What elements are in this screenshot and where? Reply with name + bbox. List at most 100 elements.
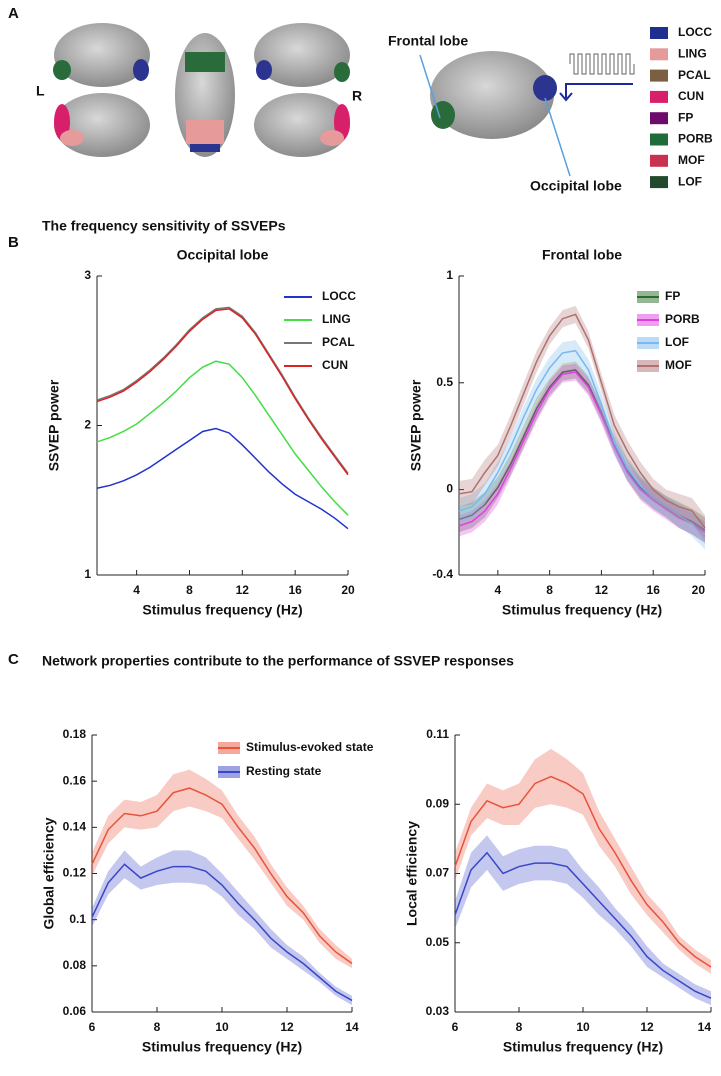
y-tick-label: 0.06	[63, 1004, 87, 1018]
x-tick-label: 6	[452, 1020, 459, 1034]
legend-label: FP	[665, 289, 680, 303]
y-tick-label: 3	[84, 268, 91, 282]
legend-label: FP	[678, 110, 693, 124]
x-axis-label: Stimulus frequency (Hz)	[503, 1039, 663, 1055]
series-line	[458, 349, 706, 538]
chart-title: Occipital lobe	[177, 247, 269, 263]
legend-swatch	[650, 48, 668, 61]
x-tick-label: 12	[236, 583, 250, 597]
x-tick-label: 10	[215, 1020, 229, 1034]
x-tick-label: 4	[494, 583, 501, 597]
chart-title: Frontal lobe	[542, 247, 622, 263]
legend-swatch	[650, 112, 668, 125]
legend-label: PCAL	[678, 68, 711, 82]
series-line	[96, 308, 349, 476]
y-tick-label: 0.07	[426, 866, 450, 880]
frontal-label: Frontal lobe	[388, 33, 468, 49]
x-tick-label: 8	[154, 1020, 161, 1034]
x-tick-label: 20	[341, 583, 355, 597]
y-tick-label: 0	[446, 482, 453, 496]
brain-views	[53, 23, 635, 177]
legend-swatch	[650, 176, 668, 189]
error-band	[459, 361, 705, 543]
x-tick-label: 20	[692, 583, 706, 597]
series-line	[96, 427, 349, 530]
y-axis-label: SSVEP power	[46, 379, 62, 471]
x-tick-label: 14	[345, 1020, 359, 1034]
y-tick-label: 1	[84, 567, 91, 581]
x-tick-label: 16	[288, 583, 302, 597]
x-tick-label: 8	[516, 1020, 523, 1034]
x-tick-label: 4	[133, 583, 140, 597]
x-tick-label: 8	[186, 583, 193, 597]
x-axis-label: Stimulus frequency (Hz)	[142, 1039, 302, 1055]
y-tick-label: 0.03	[426, 1004, 450, 1018]
y-tick-label: 0.18	[63, 727, 87, 741]
x-tick-label: 6	[89, 1020, 96, 1034]
legend-label: Stimulus-evoked state	[246, 740, 374, 754]
legend-label: MOF	[665, 358, 692, 372]
y-tick-label: 1	[446, 268, 453, 282]
error-band	[459, 305, 705, 541]
legend-label: LOF	[665, 335, 689, 349]
x-tick-label: 12	[640, 1020, 654, 1034]
legend-swatch	[650, 133, 668, 146]
x-tick-label: 12	[595, 583, 609, 597]
x-axis-label: Stimulus frequency (Hz)	[502, 602, 662, 618]
error-band	[459, 363, 705, 543]
occipital-label: Occipital lobe	[530, 178, 622, 194]
right-label: R	[352, 88, 362, 104]
y-tick-label: 0.16	[63, 773, 87, 787]
legend-swatch	[650, 27, 668, 39]
panel-title: Network properties contribute to the per…	[42, 653, 514, 669]
x-tick-label: 14	[698, 1020, 712, 1034]
y-axis-label: SSVEP power	[408, 379, 424, 471]
error-band	[455, 748, 711, 974]
legend-label: LING	[678, 46, 707, 60]
series-line	[96, 306, 349, 474]
x-tick-label: 10	[576, 1020, 590, 1034]
y-tick-label: 0.11	[426, 727, 449, 741]
panel-label: A	[8, 5, 19, 22]
panel-label: C	[8, 651, 19, 668]
y-axis-label: Global efficiency	[41, 817, 57, 929]
legend-label: LOCC	[322, 289, 356, 303]
error-band	[459, 340, 705, 550]
panel-label: B	[8, 234, 19, 251]
legend-swatch	[650, 69, 668, 82]
series-line	[91, 863, 353, 1002]
y-tick-label: 0.1	[69, 912, 86, 926]
x-tick-label: 12	[280, 1020, 294, 1034]
y-tick-label: 0.08	[63, 958, 87, 972]
y-tick-label: 0.12	[63, 866, 87, 880]
panel-title: The frequency sensitivity of SSVEPs	[42, 218, 286, 234]
y-tick-label: 0.14	[63, 820, 87, 834]
x-tick-label: 8	[546, 583, 553, 597]
legend-label: LING	[322, 312, 351, 326]
error-band	[455, 835, 711, 1006]
error-band	[92, 850, 352, 1006]
series-line	[454, 851, 712, 999]
y-tick-label: 2	[84, 418, 91, 432]
left-label: L	[36, 83, 45, 99]
series-line	[454, 775, 712, 968]
legend-label: LOF	[678, 174, 702, 188]
series-line	[458, 313, 706, 529]
y-tick-label: 0.09	[426, 796, 450, 810]
series-line	[91, 787, 353, 965]
error-band	[92, 769, 352, 969]
y-tick-label: 0.05	[426, 935, 450, 949]
x-axis-label: Stimulus frequency (Hz)	[142, 602, 302, 618]
y-axis-label: Local efficiency	[404, 821, 420, 926]
legend-label: Resting state	[246, 764, 322, 778]
legend-swatch	[650, 154, 668, 167]
legend-swatch	[650, 90, 668, 103]
series-line	[458, 371, 706, 533]
series-line	[96, 360, 349, 516]
legend-label: PORB	[678, 132, 713, 146]
y-tick-label: 0.5	[436, 375, 453, 389]
legend-label: CUN	[678, 89, 704, 103]
y-tick-label: -0.4	[432, 567, 453, 581]
x-tick-label: 16	[647, 583, 661, 597]
